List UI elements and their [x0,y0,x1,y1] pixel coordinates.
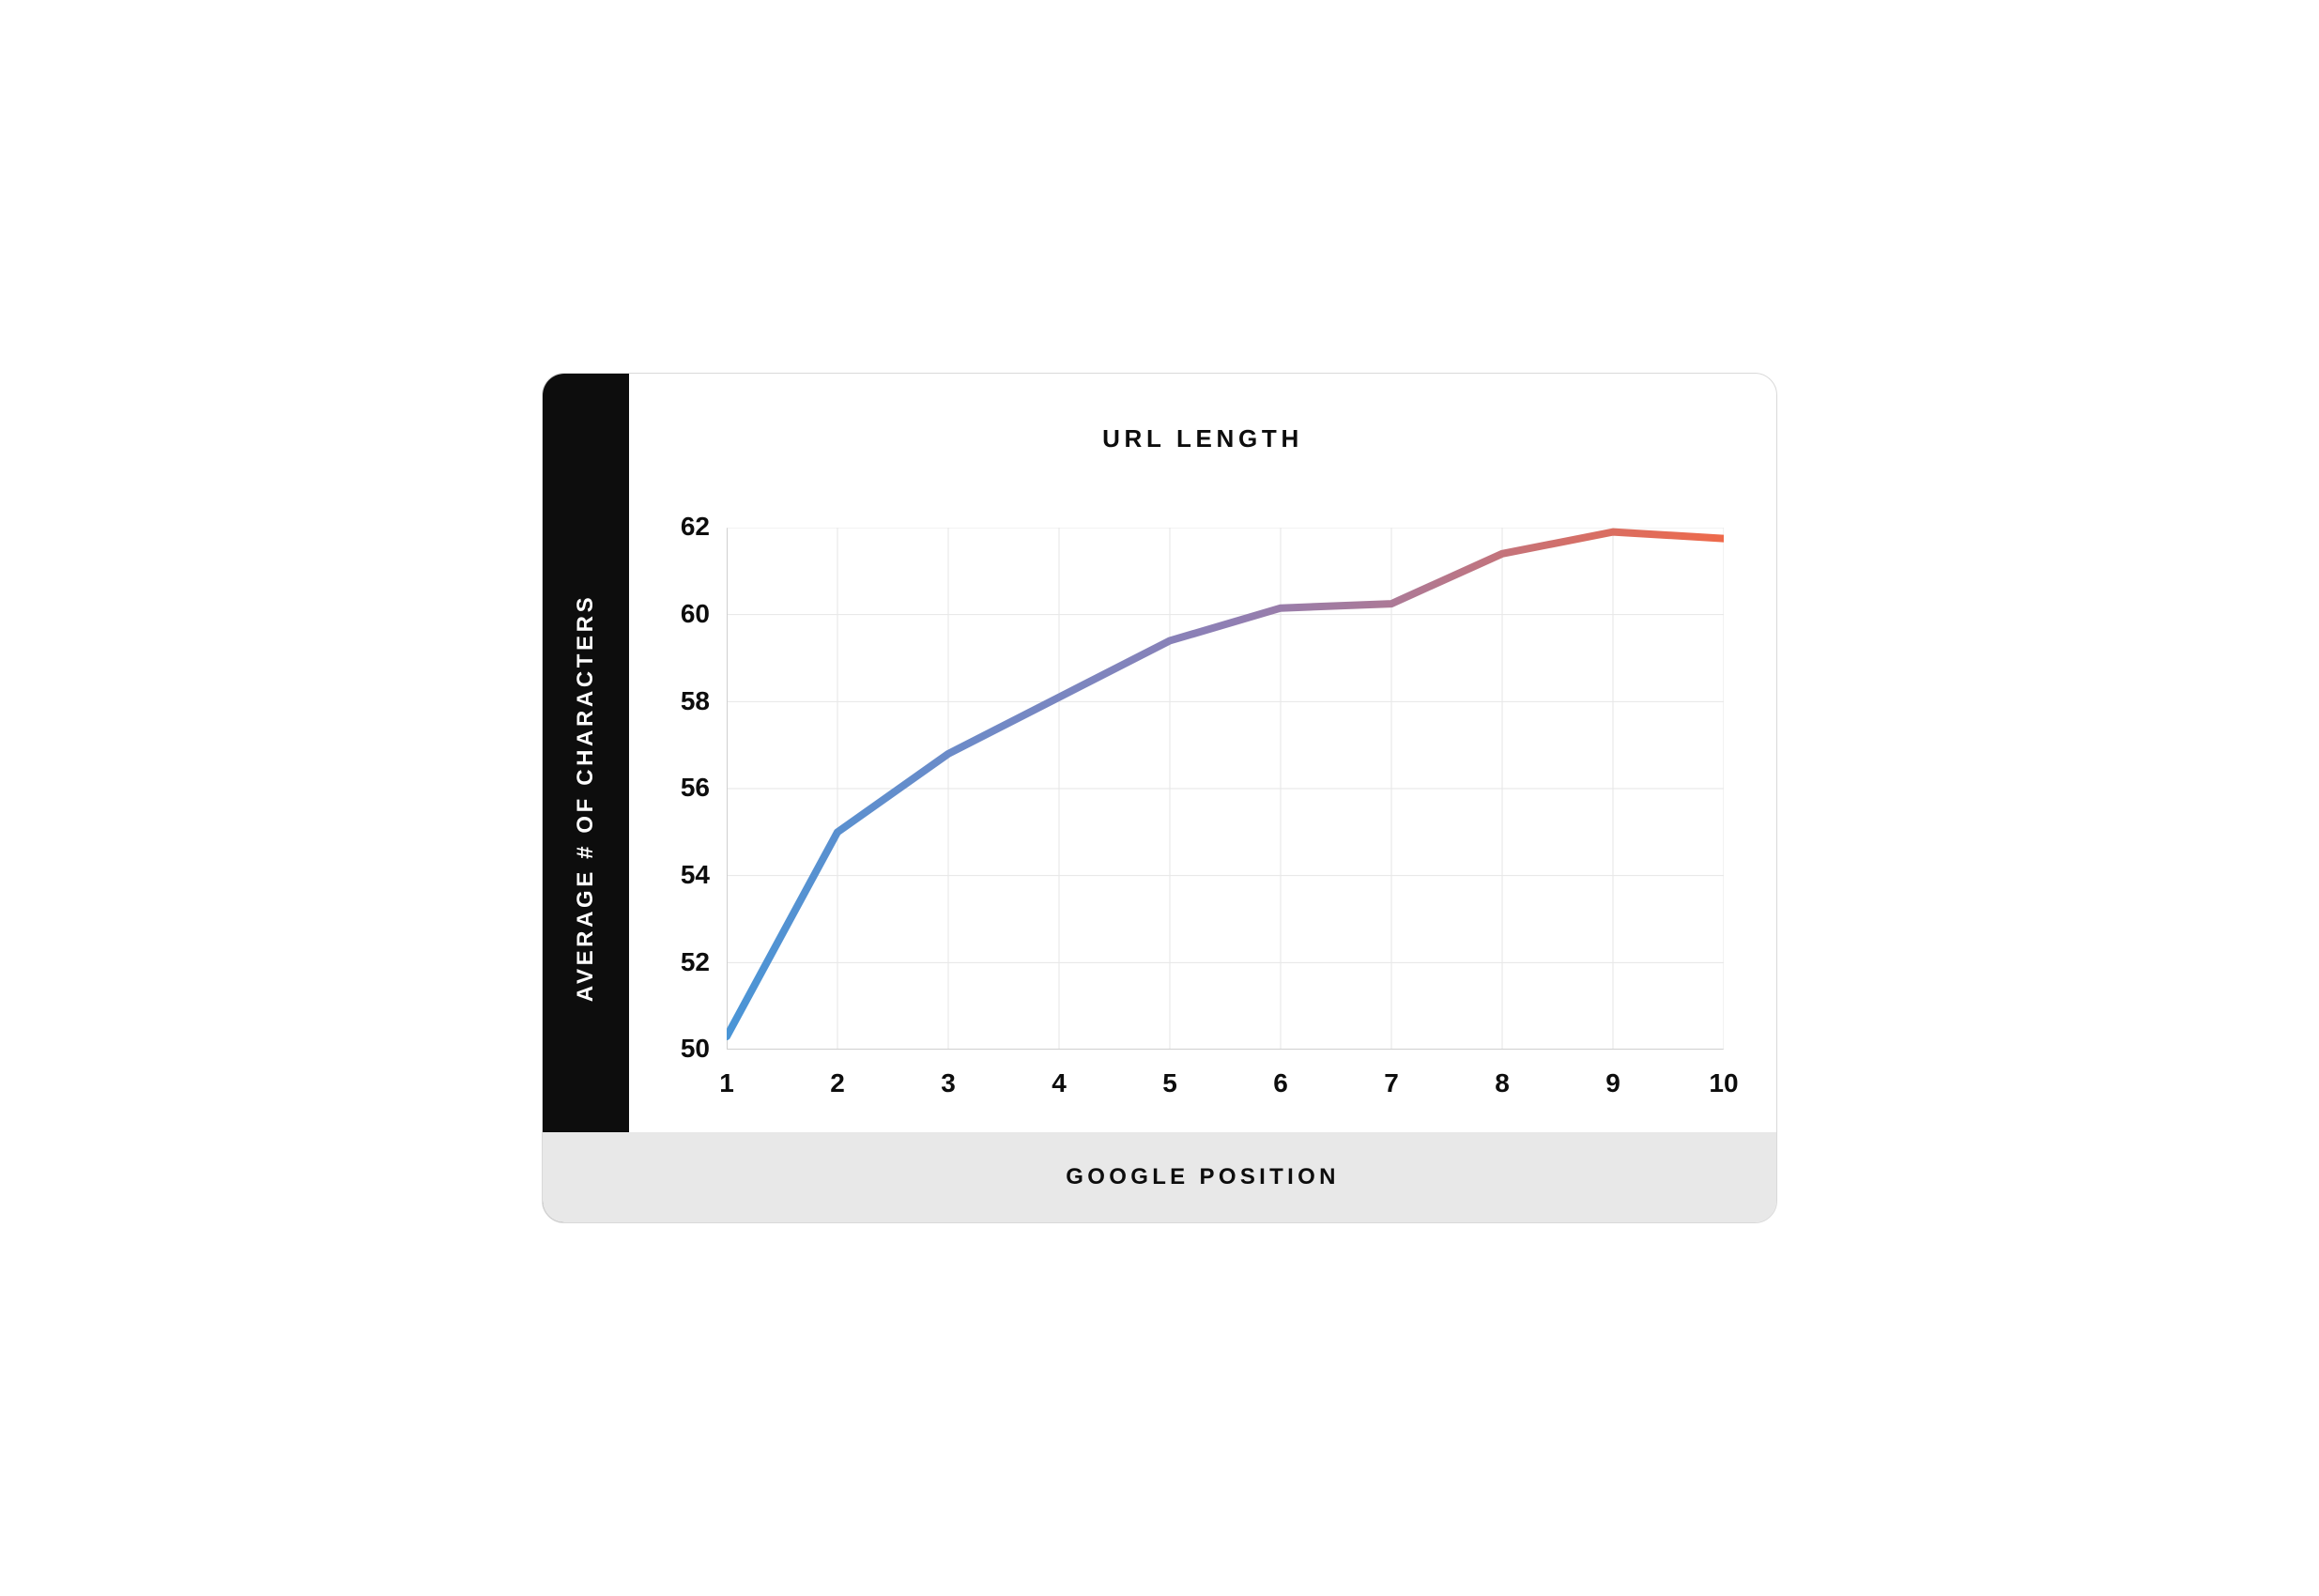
x-tick-label: 3 [941,1068,956,1098]
line-chart [727,528,1724,1050]
x-tick-label: 6 [1273,1068,1288,1098]
x-tick-label: 2 [830,1068,845,1098]
chart-title: URL LENGTH [543,424,1776,453]
chart-card: AVERAGE # OF CHARACTERS GOOGLE POSITION … [542,373,1777,1223]
y-tick-label: 62 [543,512,710,542]
x-tick-label: 9 [1605,1068,1620,1098]
x-tick-label: 5 [1162,1068,1177,1098]
x-tick-label: 4 [1052,1068,1067,1098]
y-tick-label: 58 [543,686,710,716]
y-tick-label: 54 [543,860,710,890]
y-tick-label: 52 [543,947,710,977]
x-tick-label: 10 [1709,1068,1738,1098]
y-tick-label: 56 [543,773,710,803]
x-axis-band: GOOGLE POSITION [543,1132,1776,1222]
x-axis-label: GOOGLE POSITION [1066,1164,1340,1190]
x-tick-label: 1 [719,1068,734,1098]
y-tick-label: 60 [543,599,710,629]
y-tick-label: 50 [543,1034,710,1064]
x-tick-label: 7 [1384,1068,1399,1098]
x-tick-label: 8 [1495,1068,1510,1098]
